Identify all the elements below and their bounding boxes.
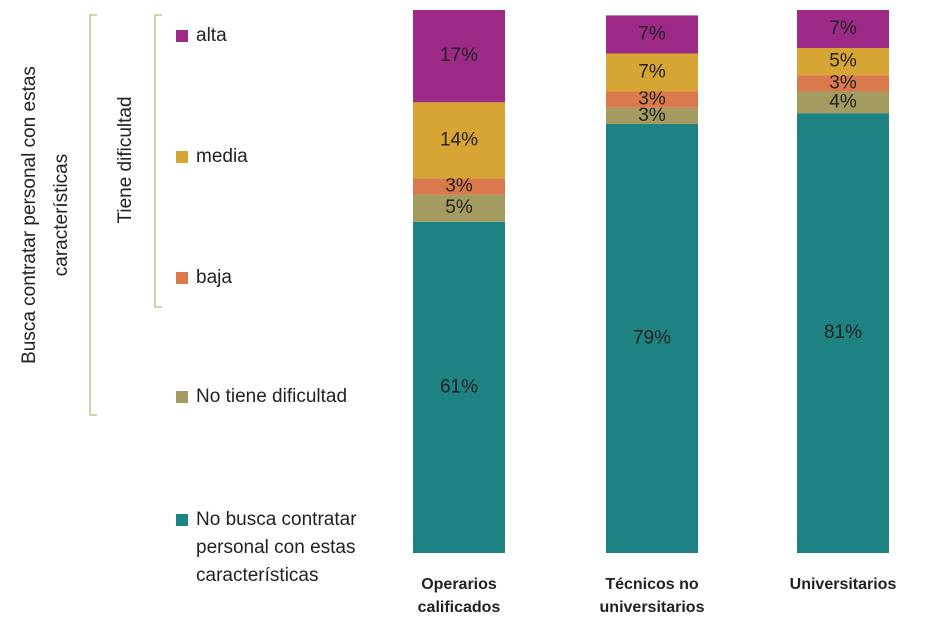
value-label: 5% bbox=[445, 197, 473, 218]
legend-label: No busca contratar personal con estas ca… bbox=[196, 509, 357, 586]
value-label: 81% bbox=[824, 322, 862, 343]
value-label: 7% bbox=[638, 61, 666, 82]
bar-segment bbox=[413, 178, 505, 195]
bar-segment bbox=[606, 53, 698, 92]
outer-group-label: características bbox=[51, 154, 72, 276]
x-tick-label: Operarios bbox=[421, 576, 497, 593]
legend-swatch bbox=[176, 272, 188, 284]
legend-swatch bbox=[176, 514, 188, 526]
outer-group-label: Busca contratar personal con estas bbox=[19, 66, 40, 364]
legend-label: No tiene dificultad bbox=[196, 386, 348, 407]
bar-segment bbox=[606, 91, 698, 108]
x-tick-label: Universitarios bbox=[790, 576, 897, 593]
value-label: 79% bbox=[633, 328, 671, 349]
legend-label: baja bbox=[196, 267, 232, 288]
bar-segment bbox=[413, 221, 505, 553]
inner-group-label: Tiene dificultad bbox=[115, 96, 136, 223]
bar-segment bbox=[797, 10, 889, 49]
value-label: 3% bbox=[445, 175, 473, 196]
legend-swatch bbox=[176, 30, 188, 42]
value-label: 7% bbox=[829, 18, 857, 39]
legend-label: alta bbox=[196, 25, 227, 46]
value-label: 3% bbox=[638, 89, 666, 110]
inner-bracket bbox=[154, 14, 162, 308]
value-label: 61% bbox=[440, 376, 478, 397]
value-label: 17% bbox=[440, 45, 478, 66]
x-tick-label: calificados bbox=[418, 599, 501, 616]
legend-swatch bbox=[176, 151, 188, 163]
value-label: 4% bbox=[829, 91, 857, 112]
bar-segment bbox=[797, 48, 889, 76]
bar-segment bbox=[606, 124, 698, 553]
x-tick-label: universitarios bbox=[600, 599, 705, 616]
bar-segment bbox=[797, 91, 889, 114]
bar-segment bbox=[413, 194, 505, 222]
value-label: 3% bbox=[638, 105, 666, 126]
bar-segment bbox=[413, 10, 505, 103]
bar-segment bbox=[797, 75, 889, 92]
value-label: 3% bbox=[829, 72, 857, 93]
outer-bracket bbox=[89, 14, 97, 416]
bar-segment bbox=[606, 15, 698, 54]
legend-swatch bbox=[176, 391, 188, 403]
bar-segment bbox=[413, 102, 505, 179]
value-label: 5% bbox=[829, 51, 857, 72]
x-tick-label: Técnicos no bbox=[605, 576, 699, 593]
legend-label: media bbox=[196, 146, 248, 167]
value-label: 14% bbox=[440, 129, 478, 150]
bar-segment bbox=[797, 113, 889, 554]
bar-segment bbox=[606, 107, 698, 125]
value-label: 7% bbox=[638, 23, 666, 44]
